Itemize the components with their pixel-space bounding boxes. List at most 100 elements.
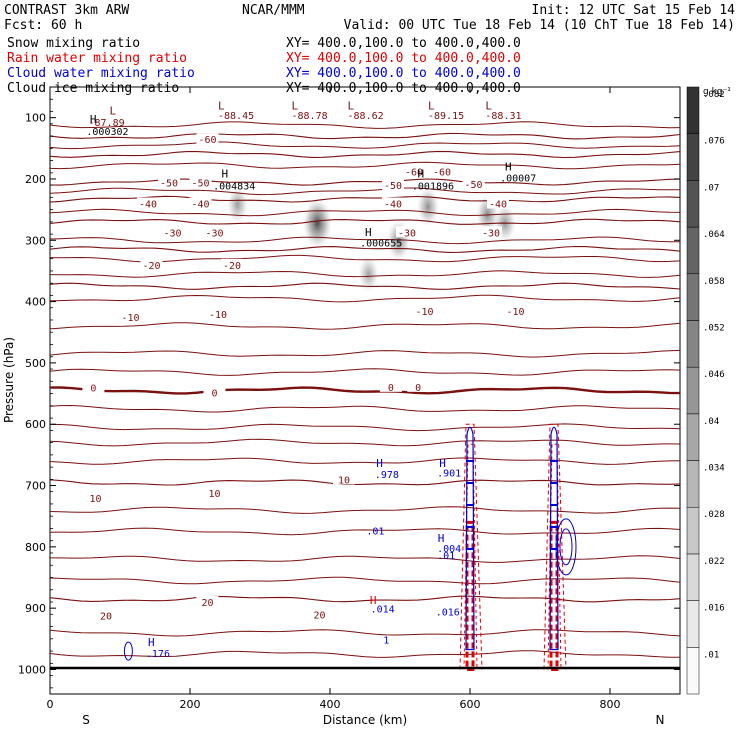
rain-core-0 [465, 520, 475, 671]
extremum-label-2: L [218, 100, 225, 113]
colorbar-label-12: .082 [703, 90, 725, 100]
colorbar-swatch-4 [686, 460, 700, 508]
isotherm-label-text: -30 [205, 228, 223, 239]
isotherm-minor-4 [49, 208, 681, 217]
isotherm-label-23: 0 [379, 380, 402, 394]
isotherm-label-7: -40 [137, 197, 159, 210]
isotherm--60 [49, 150, 681, 159]
isotherm-label-bg [379, 380, 402, 392]
cloud-water-surface-blob [123, 641, 133, 661]
y-axis-title: Pressure (hPa) [2, 337, 16, 423]
x-axis-end-north: N [656, 713, 665, 727]
plot-frame [49, 86, 681, 695]
x-axis-end-south: S [82, 713, 90, 727]
isotherm-label-text: -10 [415, 307, 433, 318]
isotherm-label-26: 10 [203, 486, 226, 500]
isotherm-minor-7 [49, 270, 681, 278]
isotherm-label-bg [413, 304, 436, 316]
legend-xy-rain: XY= 400.0,100.0 to 400.0,400.0 [286, 51, 521, 66]
colorbar-swatch-10 [686, 180, 700, 228]
isotherm-label-21: 0 [82, 381, 105, 394]
colorbar-label-7: .052 [703, 323, 725, 333]
rain-inner-1 [547, 443, 562, 670]
isotherm-label-bg [196, 133, 219, 145]
colorbar-label-11: .076 [703, 137, 725, 147]
colorbar-swatch-3 [686, 506, 700, 555]
isotherm-minor-10 [49, 349, 681, 358]
extremum-label-1: -87.89 [89, 118, 125, 129]
isotherm-label-28: 20 [95, 609, 117, 623]
isotherm-label-text: -40 [384, 199, 402, 210]
isotherm-minor-16 [49, 506, 681, 514]
isotherm-minor-2 [49, 161, 681, 170]
isotherm-label-text: 0 [415, 383, 421, 394]
legend-label-cloudice: Cloud ice mixing ratio [7, 81, 179, 96]
x-axis-title: Distance (km) [323, 713, 407, 727]
extremum-label-6: L [348, 100, 355, 113]
isotherm-label-bg [84, 491, 107, 503]
isotherm-label-bg [137, 197, 159, 209]
isotherm-minor-5 [49, 236, 680, 245]
temperature-contours [49, 121, 681, 658]
extremum-label-19: .00007 [500, 173, 536, 184]
isotherm-label-bg [382, 197, 404, 209]
isotherm-minor-13 [49, 423, 681, 432]
isotherm-label-text: -10 [209, 310, 227, 321]
extremum-label-25: .978 [375, 470, 399, 481]
extremum-label-34: H [438, 532, 445, 545]
isotherm-label-text: 10 [208, 489, 220, 500]
colorbar-swatch-1 [686, 600, 700, 648]
colorbar-label-10: .07 [703, 183, 719, 193]
isotherm-label-29: 20 [196, 596, 219, 609]
extremum-label-0: L [110, 105, 117, 118]
title-left: CONTRAST 3km ARW [4, 3, 129, 18]
y-tick-label-900: 900 [25, 602, 46, 615]
isotherm-label-1: -60 [403, 165, 425, 179]
x-tick-label-0: 0 [47, 698, 54, 711]
isotherm-label-16: -20 [221, 258, 243, 272]
header: CONTRAST 3km ARW NCAR/MMM Init: 12 UTC S… [4, 3, 735, 33]
colorbar-swatch-11 [686, 133, 700, 181]
extremum-label-7: -88.62 [348, 111, 384, 122]
colorbar-label-4: .034 [703, 464, 725, 474]
isotherm-minor-0 [49, 121, 681, 129]
extremum-label-3: -88.45 [218, 111, 254, 122]
isotherm-label-text: 20 [313, 610, 325, 621]
isotherm-label-text: -40 [191, 199, 209, 210]
isotherm-minor-12 [49, 404, 681, 413]
snow-core-1 [303, 198, 332, 249]
init-time: Init: 12 UTC Sat 15 Feb 14 [532, 3, 736, 18]
isotherm-0 [49, 386, 681, 395]
isotherm-minor-19 [49, 576, 681, 585]
legend-xy-cloudwater: XY= 400.0,100.0 to 400.0,400.0 [286, 66, 521, 81]
isotherm-20 [49, 595, 681, 603]
x-tick-label-600: 600 [460, 698, 481, 711]
isotherm-label-24: 0 [407, 380, 430, 394]
isotherm-label-10: -40 [487, 197, 509, 210]
isotherm-label-bg [119, 310, 142, 322]
extremum-label-35: .004 [437, 544, 461, 555]
extremum-label-12: H [90, 113, 97, 126]
isotherm-label-25: 10 [84, 491, 107, 505]
colorbar-label-9: .064 [703, 230, 725, 240]
colorbar-swatch-0 [686, 647, 700, 695]
y-tick-label-100: 100 [25, 112, 46, 125]
colorbar-swatch-6 [686, 366, 700, 415]
y-tick-label-700: 700 [25, 480, 46, 493]
isotherm-label-text: -60 [198, 135, 216, 146]
extremum-label-22: H [148, 636, 155, 649]
extremum-label-31: .014 [371, 604, 395, 615]
extremum-label-18: H [505, 160, 512, 173]
isotherm-minor-18 [50, 555, 681, 563]
isotherm-label-text: 10 [338, 475, 350, 486]
isotherm-label-0: -60 [196, 133, 219, 146]
extremum-label-4: L [292, 100, 299, 113]
colorbar-label-1: .016 [703, 604, 725, 614]
extremum-label-21: .000655 [360, 238, 402, 249]
colorbar-swatch-5 [686, 413, 700, 461]
isotherm-label-text: -10 [506, 307, 524, 318]
extremum-label-29: .01 [437, 551, 455, 562]
colorbar-swatch-8 [686, 273, 700, 321]
extremum-label-15: .004834 [213, 181, 255, 192]
